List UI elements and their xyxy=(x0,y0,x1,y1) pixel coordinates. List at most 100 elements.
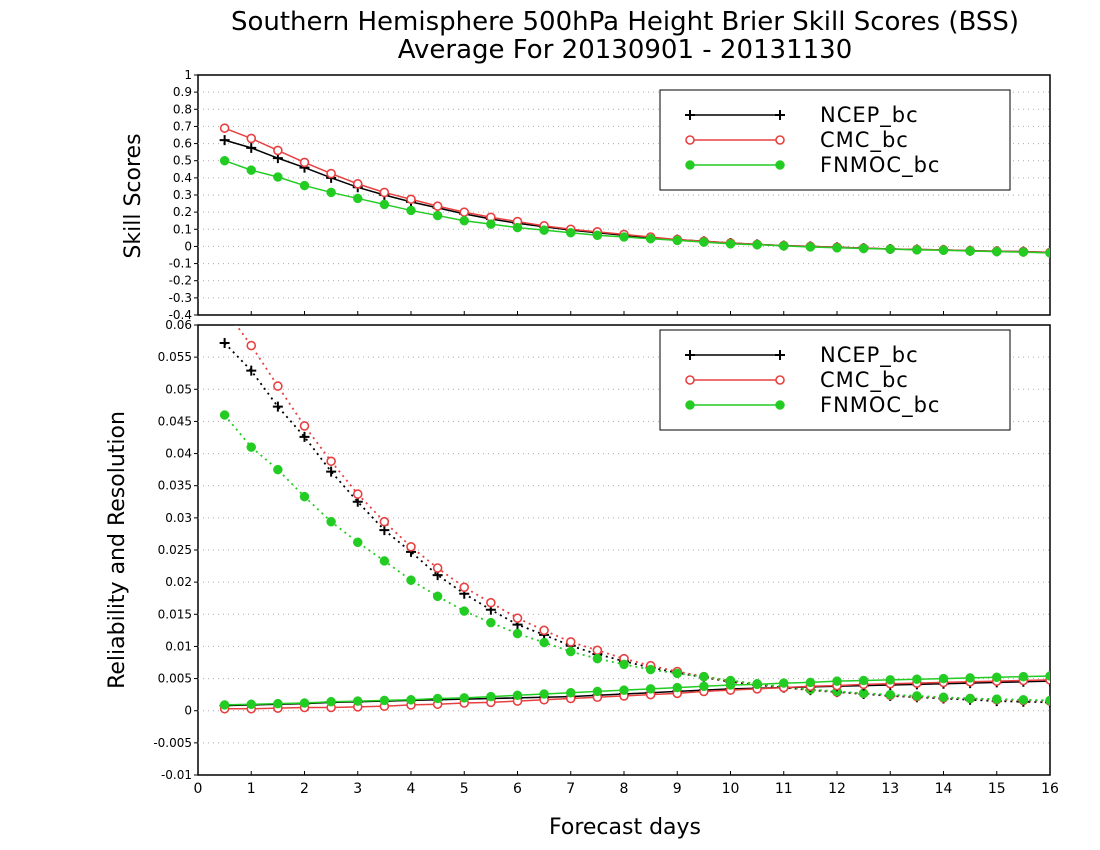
legend-label-NCEP_bc: NCEP_bc xyxy=(820,343,919,368)
legend-marker xyxy=(775,350,785,360)
top-y-tick-label: -0.2 xyxy=(169,274,192,288)
x-tick-label: 8 xyxy=(620,781,629,797)
legend-marker xyxy=(685,160,695,170)
bottom-point-FNMOC_bc-reliability xyxy=(459,693,469,703)
legend-marker xyxy=(775,135,785,145)
top-point-FNMOC_bc xyxy=(1045,248,1050,258)
top-point-FNMOC_bc xyxy=(353,193,363,204)
skill-scores-panel: -0.4 -0.3 -0.2 -0.1 0 0.1 0.2 0.3 0.4 0.5 0.6 0.7 0.… xyxy=(169,68,1051,322)
top-y-tick-label: 0.7 xyxy=(173,119,192,133)
top-y-tick-label: 0.2 xyxy=(173,205,192,219)
bottom-point-FNMOC_bc-resolution xyxy=(619,659,629,670)
legend-marker xyxy=(775,400,785,410)
top-point-FNMOC_bc xyxy=(645,233,656,244)
bottom-y-tick-label: 0.015 xyxy=(158,607,192,621)
x-tick-label: 12 xyxy=(828,781,846,797)
bottom-point-FNMOC_bc-reliability xyxy=(858,675,869,686)
bottom-point-NCEP_bc-resolution xyxy=(219,338,230,348)
top-y-tick-label: 0.6 xyxy=(173,137,192,151)
bottom-point-FNMOC_bc-reliability xyxy=(938,673,949,684)
legend-label-FNMOC_bc: FNMOC_bc xyxy=(820,153,940,178)
bottom-point-FNMOC_bc-resolution xyxy=(938,692,949,702)
bottom-point-FNMOC_bc-reliability xyxy=(752,679,762,690)
x-tick-label: 6 xyxy=(513,781,522,797)
bottom-y-tick-label: 0.04 xyxy=(165,447,192,461)
bottom-point-FNMOC_bc-reliability xyxy=(566,687,576,698)
bottom-point-FNMOC_bc-reliability xyxy=(246,699,256,710)
x-tick-label: 13 xyxy=(881,781,899,797)
top-point-FNMOC_bc xyxy=(699,237,709,247)
x-axis-label: Forecast days xyxy=(549,815,701,840)
x-tick-label: 15 xyxy=(988,781,1006,797)
top-point-FNMOC_bc xyxy=(805,242,816,252)
legend-marker xyxy=(775,110,785,120)
bottom-y-tick-label: 0.005 xyxy=(158,672,192,686)
bottom-point-FNMOC_bc-resolution xyxy=(699,671,709,682)
bottom-point-FNMOC_bc-resolution xyxy=(539,637,549,648)
top-point-FNMOC_bc xyxy=(432,210,443,221)
top-y-tick-label: 0.9 xyxy=(173,85,192,99)
bottom-point-FNMOC_bc-resolution xyxy=(486,617,496,628)
x-tick-label: 1 xyxy=(247,781,256,797)
bottom-point-FNMOC_bc-resolution xyxy=(246,442,256,452)
top-point-FNMOC_bc xyxy=(512,222,523,233)
bottom-point-CMC_bc-resolution xyxy=(299,421,310,431)
bottom-point-FNMOC_bc-reliability xyxy=(592,686,603,697)
bottom-point-FNMOC_bc-resolution xyxy=(912,691,922,701)
top-point-FNMOC_bc xyxy=(619,232,629,242)
legend-label-CMC_bc: CMC_bc xyxy=(820,128,909,153)
x-tick-label: 10 xyxy=(722,781,740,797)
bottom-point-CMC_bc-resolution xyxy=(459,582,470,593)
top-point-FNMOC_bc xyxy=(992,246,1002,257)
bottom-series-line-CMC_bc-resolution xyxy=(235,325,1050,702)
bottom-point-CMC_bc-resolution xyxy=(565,637,576,647)
top-point-FNMOC_bc xyxy=(406,205,416,216)
legend-marker xyxy=(775,160,785,170)
top-point-FNMOC_bc xyxy=(219,155,230,166)
top-point-FNMOC_bc xyxy=(273,172,283,182)
top-point-CMC_bc xyxy=(432,201,443,211)
bottom-point-FNMOC_bc-resolution xyxy=(406,575,416,585)
bottom-point-FNMOC_bc-resolution xyxy=(645,664,656,675)
legend-marker xyxy=(685,110,695,120)
chart-title-line2: Average For 20130901 - 20131130 xyxy=(398,35,853,65)
bottom-point-FNMOC_bc-resolution xyxy=(1018,695,1029,705)
top-y-tick-label: 0.8 xyxy=(173,102,192,116)
bottom-point-FNMOC_bc-reliability xyxy=(406,695,416,705)
top-point-FNMOC_bc xyxy=(725,239,736,249)
bottom-point-FNMOC_bc-resolution xyxy=(592,653,603,664)
bottom-point-FNMOC_bc-resolution xyxy=(326,516,336,527)
bottom-point-NCEP_bc-resolution xyxy=(299,431,310,442)
bottom-point-CMC_bc-resolution xyxy=(352,489,363,499)
top-point-FNMOC_bc xyxy=(299,180,310,191)
x-tick-label: 5 xyxy=(460,781,469,797)
legend-marker xyxy=(685,135,695,145)
top-point-CMC_bc xyxy=(326,168,336,179)
bottom-point-FNMOC_bc-reliability xyxy=(645,684,656,694)
bottom-point-CMC_bc-resolution xyxy=(221,305,229,313)
top-point-FNMOC_bc xyxy=(752,239,762,250)
bottom-point-FNMOC_bc-resolution xyxy=(273,464,283,475)
bottom-y-tick-label: 0.06 xyxy=(165,318,192,332)
x-tick-label: 9 xyxy=(673,781,682,797)
legend-label-NCEP_bc: NCEP_bc xyxy=(820,103,919,128)
top-y-tick-label: 1 xyxy=(184,68,192,82)
top-y-tick-label: 0 xyxy=(184,239,192,253)
bottom-point-FNMOC_bc-resolution xyxy=(1045,695,1050,706)
bottom-point-NCEP_bc-resolution xyxy=(326,466,337,477)
top-point-FNMOC_bc xyxy=(459,215,469,226)
bottom-y-tick-label: 0 xyxy=(184,704,192,718)
top-point-FNMOC_bc xyxy=(486,219,496,229)
bottom-point-FNMOC_bc-reliability xyxy=(992,672,1002,683)
x-tick-label: 4 xyxy=(407,781,416,797)
bottom-point-FNMOC_bc-reliability xyxy=(486,691,496,702)
top-point-FNMOC_bc xyxy=(912,245,922,255)
bottom-point-FNMOC_bc-reliability xyxy=(353,696,363,706)
bottom-point-FNMOC_bc-reliability xyxy=(1045,671,1050,681)
bottom-y-tick-label: 0.02 xyxy=(165,575,192,589)
legend-marker xyxy=(685,400,695,410)
bottom-point-FNMOC_bc-reliability xyxy=(1018,671,1029,682)
reliability-resolution-panel: -0.01 -0.005 0 0.005 0.01 0.015 0.02 0.025 0.03 0… xyxy=(153,305,1059,797)
